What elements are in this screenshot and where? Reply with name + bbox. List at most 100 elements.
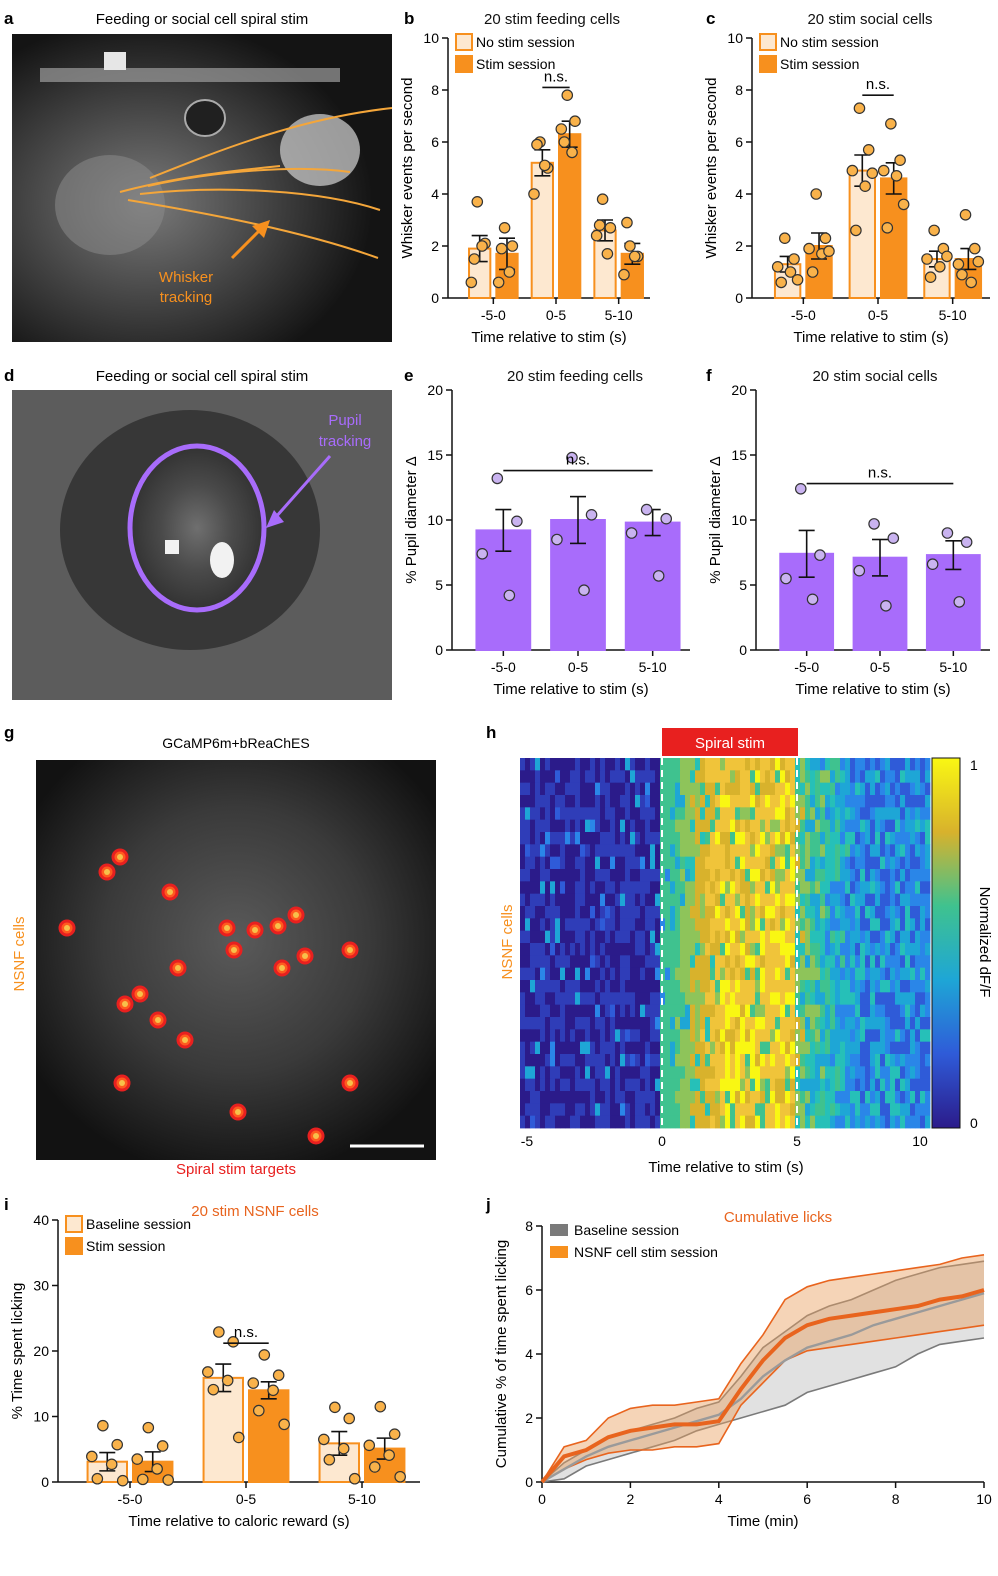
heatmap-cell (915, 943, 921, 956)
heatmap-cell (730, 1004, 736, 1018)
heatmap-cell (850, 1066, 856, 1080)
heatmap-cell (785, 918, 791, 932)
heatmap-cell (765, 1091, 771, 1104)
heatmap-cell (700, 869, 706, 882)
heatmap-cell (590, 844, 596, 858)
heatmap-cell (850, 819, 856, 833)
legend-swatch-b (455, 55, 473, 73)
heatmap-cell (885, 1078, 891, 1092)
heatmap-cell (885, 770, 891, 784)
data-point-b (538, 159, 551, 172)
fov-image (36, 760, 436, 1160)
heatmap-cell (650, 1029, 656, 1043)
heatmap-cell (920, 832, 926, 845)
heatmap-cell (665, 881, 671, 895)
heatmap-cell (700, 930, 706, 944)
heatmap-cell (695, 1103, 701, 1117)
bar-e (624, 521, 681, 651)
heatmap-cell (870, 1066, 876, 1080)
heatmap-cell (925, 906, 931, 919)
heatmap-cell (720, 881, 726, 895)
heatmap-cell (585, 930, 591, 944)
heatmap-cell (610, 992, 616, 1006)
heatmap-cell (875, 980, 881, 993)
heatmap-cell (740, 770, 746, 784)
heatmap-cell (630, 1066, 636, 1080)
heatmap-cell (695, 906, 701, 919)
heatmap-cell (680, 758, 686, 771)
heatmap-cell (725, 1029, 731, 1043)
heatmap-cell (565, 1041, 571, 1055)
heatmap-cell (820, 893, 826, 907)
heatmap-cell (625, 770, 631, 784)
legend-label-b: No stim session (476, 34, 575, 50)
heatmap-cell (895, 906, 901, 919)
x-tick-label-e: 0-5 (568, 659, 588, 675)
heatmap-cell (600, 1054, 606, 1067)
heatmap-cell (595, 1029, 601, 1043)
heatmap-cell (750, 782, 756, 796)
heatmap-cell (555, 893, 561, 907)
heatmap-cell (755, 1066, 761, 1080)
heatmap-cell (590, 832, 596, 845)
heatmap-cell (900, 856, 906, 870)
heatmap-cell (740, 832, 746, 845)
heatmap-cell (780, 1004, 786, 1018)
nsnf-cells-label-h: NSNF cells (499, 904, 516, 979)
heatmap-cell (600, 1078, 606, 1092)
heatmap-cell (585, 1066, 591, 1080)
heatmap-cell (560, 795, 566, 808)
heatmap-cell (800, 869, 806, 882)
heatmap-cell (535, 782, 541, 796)
heatmap-cell (520, 1115, 526, 1129)
heatmap-cell (900, 1054, 906, 1067)
heatmap-cell (825, 980, 831, 993)
heatmap-cell (580, 1029, 586, 1043)
heatmap-cell (835, 980, 841, 993)
heatmap-cell (575, 758, 581, 771)
heatmap-cell (685, 1078, 691, 1092)
data-point-i (156, 1440, 169, 1452)
heatmap-cell (555, 1078, 561, 1092)
y-tick-label-j: 4 (525, 1346, 533, 1362)
heatmap-cell (705, 943, 711, 956)
heatmap-cell (870, 1041, 876, 1055)
heatmap-cell (765, 1054, 771, 1067)
heatmap-cell (890, 1041, 896, 1055)
heatmap-cell (785, 807, 791, 821)
heatmap-cell (825, 869, 831, 882)
heatmap-cell (830, 1054, 836, 1067)
data-point-i (329, 1401, 341, 1414)
y-tick-label-i: 40 (33, 1212, 49, 1228)
heatmap-cell (865, 1041, 871, 1055)
heatmap-cell (910, 918, 916, 932)
heatmap-cell (645, 906, 651, 919)
heatmap-cell (600, 856, 606, 870)
heatmap-cell (610, 1017, 616, 1030)
heatmap-cell (675, 832, 681, 845)
heatmap-cell (665, 1115, 671, 1129)
heatmap-cell (595, 1041, 601, 1055)
heatmap-cell (545, 881, 551, 895)
heatmap-cell (585, 1091, 591, 1104)
heatmap-cell (560, 770, 566, 784)
panel-letter-d: d (4, 366, 14, 385)
heatmap-cell (655, 795, 661, 808)
heatmap-cell (790, 881, 796, 895)
heatmap-cell (830, 1004, 836, 1018)
heatmap-cell (780, 832, 786, 845)
heatmap-cell (745, 770, 751, 784)
data-point-i (227, 1336, 240, 1348)
heatmap-cell (765, 807, 771, 821)
heatmap-cell (895, 1115, 901, 1129)
data-point-c (823, 245, 835, 257)
bar-c (880, 177, 908, 299)
heatmap-cell (870, 955, 876, 969)
heatmap-cell (835, 1029, 841, 1043)
heatmap-cell (705, 758, 711, 771)
heatmap-cell (805, 819, 811, 833)
panel-letter-a: a (4, 9, 14, 28)
heatmap-cell (820, 782, 826, 796)
heatmap-cell (665, 807, 671, 821)
heatmap-cell (530, 770, 536, 784)
